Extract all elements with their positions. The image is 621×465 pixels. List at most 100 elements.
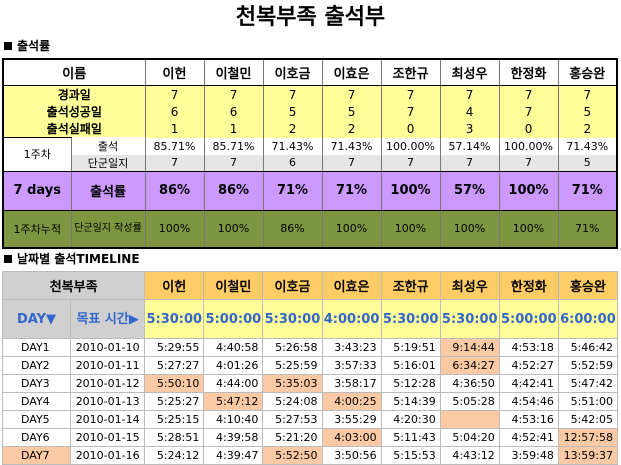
summary-cell: 5 [321, 103, 382, 120]
summary-cell: 7 [498, 85, 559, 103]
date-cell: 2010-01-13 [70, 392, 146, 411]
time-cell: 5:12:28 [380, 374, 441, 393]
week1-diary-cell: 6 [262, 154, 323, 172]
seven-days-rate-cell: 100% [498, 171, 559, 211]
bullet-square-icon [4, 42, 12, 50]
day-cell: DAY1 [1, 338, 72, 357]
goal-time-cell: 5:00:00 [203, 299, 264, 339]
goal-time-cell: 5:30:00 [380, 299, 441, 339]
cumulative-cell: 100% [203, 210, 264, 248]
time-cell: 5:46:42 [557, 338, 619, 357]
time-cell: 4:00:25 [321, 392, 382, 411]
week1-attend-cell: 85.71% [203, 137, 264, 155]
time-cell: 5:04:20 [439, 428, 500, 447]
summary-cell: 5 [262, 103, 323, 120]
time-cell: 5:50:10 [144, 374, 205, 393]
section-timeline: 날짜별 출석TIMELINE [4, 251, 140, 267]
seven-days-rate-cell: 86% [144, 171, 205, 211]
summary-cell: 7 [498, 103, 559, 120]
page-title: 천복부족 출석부 [235, 5, 386, 30]
cumulative-cell: 100% [144, 210, 205, 248]
time-cell: 4:39:58 [203, 428, 264, 447]
timeline-member-header: 한정화 [498, 271, 559, 300]
time-cell: 4:54:46 [498, 392, 559, 411]
cumulative-row: 1주차누적 단군일지 작성률 100% 100% 86% 100% 100% 100% 10… [2, 210, 618, 248]
time-cell: 5:52:50 [262, 446, 323, 465]
week1-diary-cell: 7 [439, 154, 500, 172]
time-cell: 4:40:58 [203, 338, 264, 357]
time-cell: 4:01:26 [203, 356, 264, 375]
cumulative-cell: 71% [557, 210, 618, 248]
summary-header-row: 이름 이헌 이철민 이호금 이효은 조한규 최성우 한정화 홍승완 [2, 59, 618, 86]
time-cell: 5:11:43 [380, 428, 441, 447]
time-cell: 4:36:50 [439, 374, 500, 393]
date-cell: 2010-01-11 [70, 356, 146, 375]
cumulative-cell: 100% [498, 210, 559, 248]
day-sort-label: DAY▼ [1, 299, 72, 339]
day-cell: DAY5 [1, 410, 72, 429]
time-cell: 5:25:15 [144, 410, 205, 429]
date-cell: 2010-01-16 [70, 446, 146, 465]
time-cell: 4:43:12 [439, 446, 500, 465]
time-cell: 3:50:56 [321, 446, 382, 465]
summary-cell: 7 [557, 85, 618, 103]
time-cell: 3:55:29 [321, 410, 382, 429]
timeline-member-header: 홍승완 [557, 271, 619, 300]
table-row: DAY6 2010-01-15 5:28:51 4:39:58 5:21:20 4:03:… [1, 428, 619, 447]
summary-cell: 0 [498, 120, 559, 138]
member-name-header: 홍승완 [557, 59, 618, 86]
date-cell: 2010-01-10 [70, 338, 146, 357]
time-cell: 5:14:39 [380, 392, 441, 411]
table-row: DAY7 2010-01-16 5:24:12 4:39:47 5:52:50 3:50:… [1, 446, 619, 465]
member-name-header: 이효은 [321, 59, 382, 86]
time-cell: 4:42:41 [498, 374, 559, 393]
timeline-member-header: 이호금 [262, 271, 323, 300]
member-name-header: 이철민 [203, 59, 264, 86]
row-label: 경과일 [2, 85, 146, 103]
row-label: 출석성공일 [2, 103, 146, 120]
week1-attend-row: 1주차 출석 85.71% 85.71% 71.43% 71.43% 100.00% 57… [2, 137, 618, 172]
summary-cell: 7 [380, 103, 441, 120]
week1-diary-label: 단군일지 [70, 154, 146, 172]
seven-days-rate-cell: 100% [380, 171, 441, 211]
time-cell: 4:53:16 [498, 410, 559, 429]
time-cell: 5:21:20 [262, 428, 323, 447]
summary-cell: 7 [380, 85, 441, 103]
summary-cell: 7 [203, 85, 264, 103]
seven-days-rate-label: 출석률 [70, 171, 146, 211]
summary-cell: 2 [262, 120, 323, 138]
timeline-member-header: 이헌 [144, 271, 205, 300]
week1-diary-cell: 7 [203, 154, 264, 172]
summary-cell: 2 [557, 120, 618, 138]
goal-time-cell: 5:30:00 [439, 299, 500, 339]
member-name-header: 한정화 [498, 59, 559, 86]
section-attendance-rate-label: 출석률 [17, 39, 51, 53]
cumulative-cell: 86% [262, 210, 323, 248]
date-cell: 2010-01-12 [70, 374, 146, 393]
time-cell: 5:27:27 [144, 356, 205, 375]
date-cell: 2010-01-14 [70, 410, 146, 429]
seven-days-row: 7 days 출석률 86% 86% 71% 71% 100% 57% 100% 71% [2, 171, 618, 211]
date-cell: 2010-01-15 [70, 428, 146, 447]
goal-time-cell: 6:00:00 [557, 299, 619, 339]
section-timeline-label: 날짜별 출석TIMELINE [17, 252, 140, 266]
time-cell: 5:52:59 [557, 356, 619, 375]
timeline-member-header: 조한규 [380, 271, 441, 300]
time-cell: 5:24:12 [144, 446, 205, 465]
summary-cell: 0 [380, 120, 441, 138]
timeline-table: 천복부족 이헌 이철민 이호금 이효은 조한규 최성우 한정화 홍승완 DAY▼ 목표 시간▶… [1, 271, 619, 465]
seven-days-rate-cell: 71% [557, 171, 618, 211]
time-cell: 5:29:55 [144, 338, 205, 357]
seven-days-label: 7 days [2, 171, 71, 211]
time-cell: 4:20:30 [380, 410, 441, 429]
summary-cell: 3 [439, 120, 500, 138]
week1-attend-cell: 57.14% [439, 137, 500, 155]
summary-cell: 7 [262, 85, 323, 103]
time-cell: 5:15:53 [380, 446, 441, 465]
time-cell: 5:26:58 [262, 338, 323, 357]
week1-attend-cell: 100.00% [498, 137, 559, 155]
time-cell: 5:25:59 [262, 356, 323, 375]
